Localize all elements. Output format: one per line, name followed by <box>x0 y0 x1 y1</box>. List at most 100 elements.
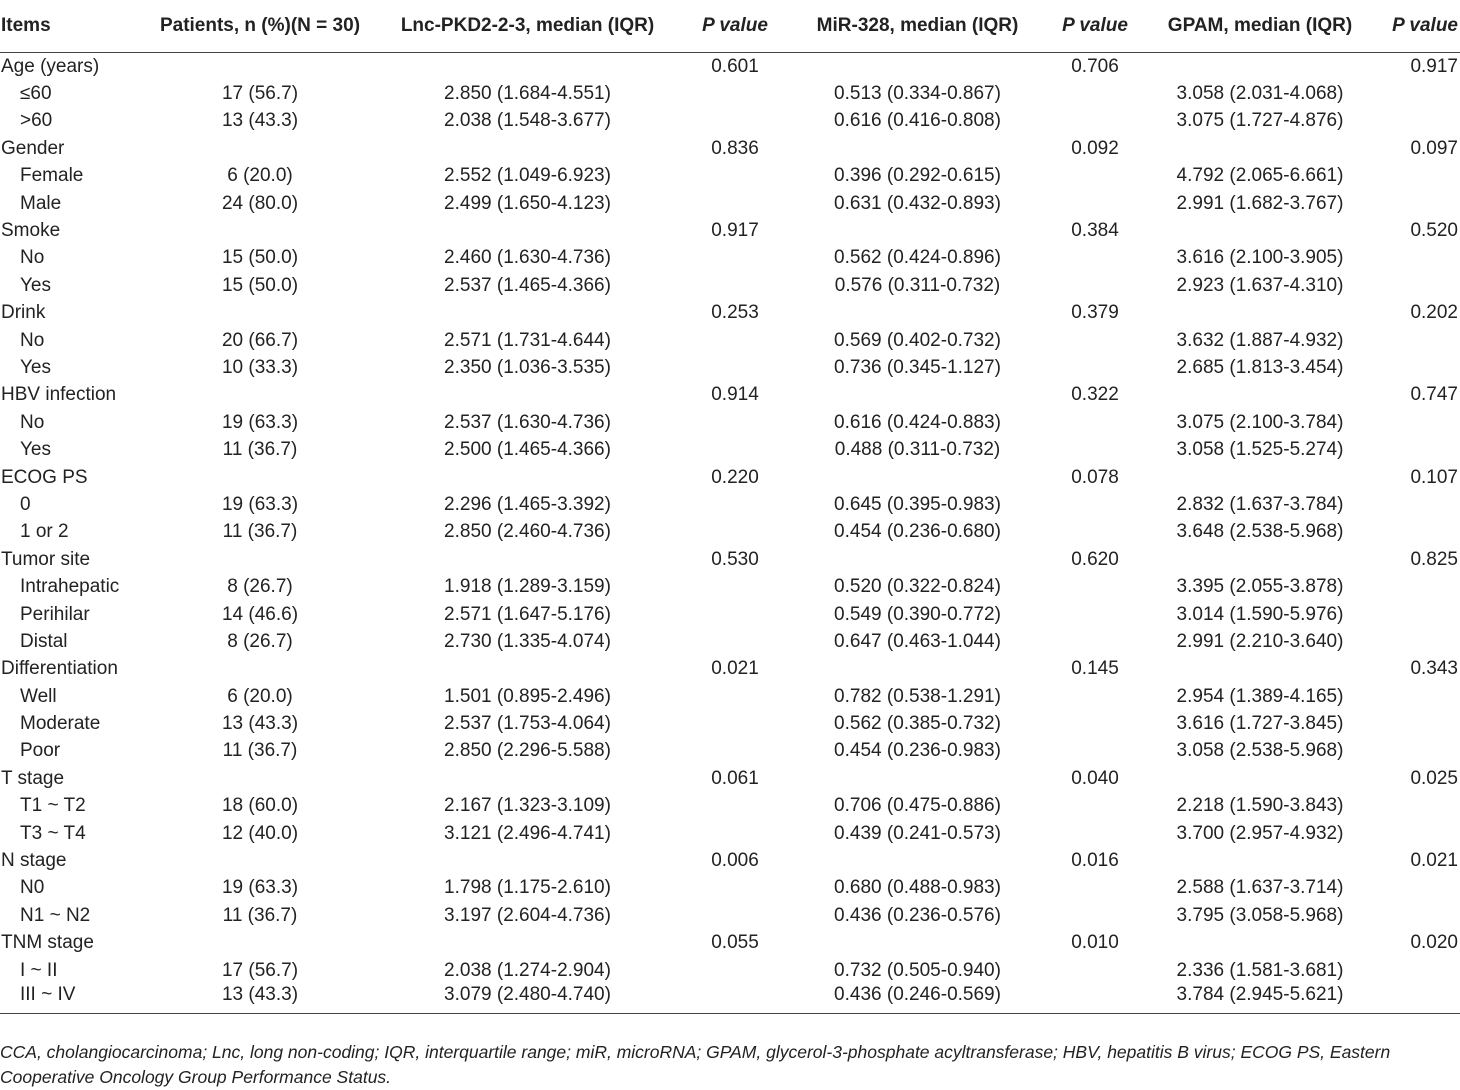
table-cell <box>145 382 375 409</box>
table-cell: 3.700 (2.957-4.932) <box>1176 822 1344 844</box>
table-cell <box>1375 683 1460 710</box>
table-cell: 2.832 (1.637-3.784) <box>1176 493 1344 515</box>
table-cell: 0.006 <box>711 850 759 872</box>
table-row-group: Smoke 0.917 0.384 0.520 <box>0 217 1460 244</box>
table-cell: Well <box>20 685 57 707</box>
table-cell <box>145 53 375 81</box>
table-cell: 0.322 <box>1071 384 1119 406</box>
table-cell <box>790 382 1045 409</box>
table-cell <box>1375 984 1460 1015</box>
table-cell: 0.145 <box>1071 658 1119 680</box>
table-cell: Female <box>20 165 84 187</box>
table-cell: 11 (36.7) <box>222 740 298 762</box>
table-cell <box>1045 683 1145 710</box>
table-cell: 0.569 (0.402-0.732) <box>834 329 1001 351</box>
table-cell: TNM stage <box>1 932 94 954</box>
table-cell: 0.620 <box>1071 548 1119 570</box>
table-row: No 20 (66.7) 2.571 (1.731-4.644) 0.569 (0.4… <box>0 327 1460 354</box>
table-cell <box>1375 738 1460 765</box>
table-cell: 3.784 (2.945-5.621) <box>1145 984 1375 1015</box>
table-cell: 0.706 <box>1071 55 1119 77</box>
table-cell: 3.648 (2.538-5.968) <box>1176 521 1344 543</box>
table-cell: 0.601 <box>711 55 759 77</box>
table-cell: Gender <box>1 137 65 159</box>
table-cell: Distal <box>20 630 68 652</box>
table-footnote: CCA, cholangiocarcinoma; Lnc, long non-c… <box>0 1042 1391 1087</box>
table-cell <box>375 656 680 683</box>
p-value-label: P value <box>702 15 768 36</box>
table-cell <box>1375 108 1460 135</box>
table-cell: 18 (60.0) <box>221 795 299 817</box>
table-cell <box>790 300 1045 327</box>
table-cell: 24 (80.0) <box>221 192 299 214</box>
table-cell <box>790 53 1045 81</box>
table-cell <box>1375 710 1460 737</box>
p-value-label: P value <box>1392 15 1458 36</box>
table-row: ≤60 17 (56.7) 2.850 (1.684-4.551) 0.513 (0.… <box>0 80 1460 107</box>
table-cell <box>1045 875 1145 902</box>
table-cell: 0.513 (0.334-0.867) <box>834 83 1001 105</box>
table-cell <box>680 272 790 299</box>
table-row: Perihilar 14 (46.6) 2.571 (1.647-5.176) 0.5… <box>0 601 1460 628</box>
table-cell <box>375 135 680 162</box>
table-cell: 1.798 (1.175-2.610) <box>444 877 611 899</box>
table-cell: 0.021 <box>1410 850 1458 872</box>
table-cell <box>375 930 680 957</box>
table-cell <box>680 491 790 518</box>
table-cell <box>1045 108 1145 135</box>
table-cell <box>1045 245 1145 272</box>
table-cell <box>1045 491 1145 518</box>
table-cell: 0.436 (0.246-0.569) <box>790 984 1045 1015</box>
table-row: No 15 (50.0) 2.460 (1.630-4.736) 0.562 (0.4… <box>0 245 1460 272</box>
table-cell: 2.038 (1.548-3.677) <box>444 110 611 132</box>
table-cell <box>1375 573 1460 600</box>
table-cell <box>1045 409 1145 436</box>
header-p-value-lnc: P value <box>680 0 790 53</box>
table-cell: 0.040 <box>1071 767 1119 789</box>
table-cell <box>1375 436 1460 463</box>
table-cell <box>375 382 680 409</box>
table-cell: 3.795 (3.058-5.968) <box>1176 904 1344 926</box>
table-cell <box>1375 902 1460 929</box>
header-p-value-gpam: P value <box>1375 0 1460 53</box>
table-cell: 2.571 (1.647-5.176) <box>444 603 611 625</box>
table-cell <box>1375 820 1460 847</box>
table-row: T3 ~ T4 12 (40.0) 3.121 (2.496-4.741) 0.439… <box>0 820 1460 847</box>
table-cell: 0.384 <box>1071 220 1119 242</box>
table-cell <box>1375 491 1460 518</box>
table-cell: 0.078 <box>1071 466 1119 488</box>
table-cell: 0.097 <box>1410 137 1458 159</box>
table-cell: 0.732 (0.505-0.940) <box>834 959 1001 981</box>
table-cell <box>145 217 375 244</box>
table-cell: 2.923 (1.637-4.310) <box>1176 274 1344 296</box>
table-cell <box>790 930 1045 957</box>
table-cell: 3.197 (2.604-4.736) <box>444 904 611 926</box>
table-cell: N stage <box>1 850 67 872</box>
table-cell: T3 ~ T4 <box>20 822 86 844</box>
table-cell <box>1045 738 1145 765</box>
table-cell <box>1045 820 1145 847</box>
table-cell <box>145 135 375 162</box>
table-cell: 19 (63.3) <box>221 411 299 433</box>
table-cell: Yes <box>20 356 51 378</box>
table-cell: 2.167 (1.323-3.109) <box>444 795 611 817</box>
table-row: 1 or 2 11 (36.7) 2.850 (2.460-4.736) 0.454 … <box>0 519 1460 546</box>
table-cell: 8 (26.7) <box>227 576 293 598</box>
header-row: Items Patients, n (%)(N = 30) Lnc-PKD2-2… <box>0 0 1460 53</box>
table-cell: Yes <box>20 274 51 296</box>
table-cell <box>680 108 790 135</box>
table-cell: 2.685 (1.813-3.454) <box>1176 356 1344 378</box>
table-cell: Smoke <box>1 220 61 242</box>
p-value-label: P value <box>1062 15 1128 36</box>
table-cell <box>680 163 790 190</box>
table-cell <box>1045 957 1145 984</box>
table-cell: 13 (43.3) <box>221 110 299 132</box>
table-row: Male 24 (80.0) 2.499 (1.650-4.123) 0.631 (0… <box>0 190 1460 217</box>
table-cell: 0.747 <box>1410 384 1458 406</box>
table-cell: 20 (66.7) <box>221 329 299 351</box>
table-cell: 10 (33.3) <box>221 356 299 378</box>
table-row-group: ECOG PS 0.220 0.078 0.107 <box>0 464 1460 491</box>
table-cell: 2.571 (1.731-4.644) <box>444 329 611 351</box>
header-mir: MiR-328, median (IQR) <box>790 0 1045 53</box>
table-cell <box>680 683 790 710</box>
